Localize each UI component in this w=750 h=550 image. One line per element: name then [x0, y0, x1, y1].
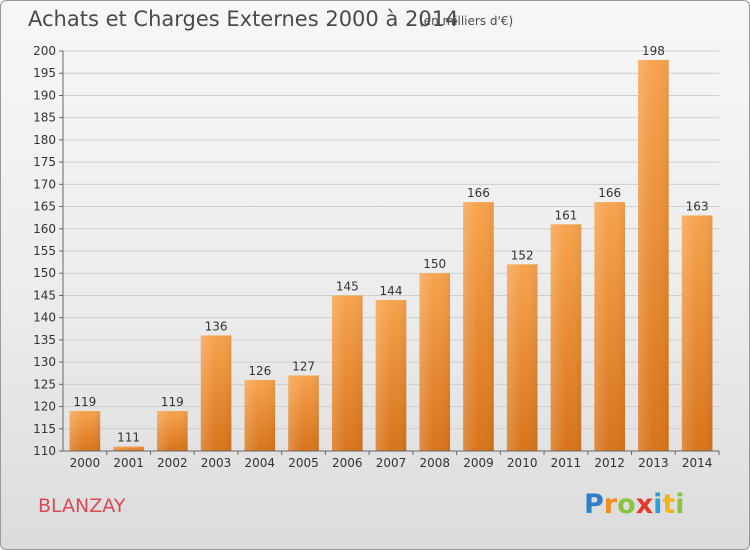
bar-shine [550, 224, 582, 451]
bar-shine [331, 295, 363, 451]
bar-shine [419, 273, 451, 451]
y-tick-label: 135 [33, 333, 56, 347]
bar-shine [113, 446, 144, 451]
bar-shine [200, 335, 232, 451]
logo-letter: i [653, 489, 663, 520]
bar-value-label: 126 [248, 364, 271, 378]
bar-value-label: 161 [554, 208, 577, 222]
bar-value-label: 163 [686, 199, 709, 213]
y-tick-label: 125 [33, 377, 56, 391]
x-tick-label: 2013 [638, 456, 669, 470]
y-tick-label: 130 [33, 355, 56, 369]
bar-shine [506, 264, 538, 451]
x-tick-label: 2002 [157, 456, 188, 470]
bar-shine [594, 202, 625, 451]
bar-value-label: 136 [205, 319, 228, 333]
x-tick-label: 2003 [201, 456, 232, 470]
bars: 119 111 119 136 126 127 145 144 150 166 152 161 166 1… [69, 44, 713, 452]
x-tick-label: 2006 [332, 456, 363, 470]
bar-value-label: 144 [380, 284, 403, 298]
x-tick-label: 2004 [245, 456, 276, 470]
logo-letter: x [635, 489, 654, 520]
bar-shine [375, 299, 407, 451]
logo-letter: t [662, 489, 676, 520]
bar-shine [157, 411, 188, 451]
logo-letter: r [603, 489, 618, 520]
x-tick-label: 2012 [594, 456, 625, 470]
bar-value-label: 119 [73, 395, 96, 409]
axes: 110 115 120 125 130 135 140 145 150 155 160 165 170 1… [33, 44, 720, 470]
x-tick-label: 2010 [507, 456, 538, 470]
chart-subtitle: (en milliers d'€) [419, 14, 514, 28]
bar-shine [463, 202, 494, 451]
y-tick-label: 200 [33, 44, 56, 58]
logo-letter: i [675, 489, 685, 520]
y-tick-label: 185 [33, 111, 56, 125]
y-tick-label: 180 [33, 133, 56, 147]
x-tick-label: 2001 [113, 456, 144, 470]
bar-shine [681, 215, 713, 451]
y-tick-label: 155 [33, 244, 56, 258]
bar-value-label: 198 [642, 44, 665, 58]
x-tick-label: 2007 [376, 456, 407, 470]
bar-value-label: 111 [117, 431, 140, 445]
y-tick-label: 115 [33, 422, 56, 436]
y-tick-label: 160 [33, 222, 56, 236]
bar-shine [69, 411, 101, 451]
x-tick-label: 2014 [682, 456, 713, 470]
bar-value-label: 150 [423, 257, 446, 271]
x-tick-label: 2009 [463, 456, 494, 470]
y-tick-label: 190 [33, 88, 56, 102]
y-tick-label: 195 [33, 66, 56, 80]
y-tick-label: 120 [33, 400, 56, 414]
logo-letter: o [617, 489, 636, 520]
bar-shine [288, 375, 319, 451]
x-tick-label: 2000 [70, 456, 101, 470]
bar-value-label: 127 [292, 359, 315, 373]
y-tick-label: 175 [33, 155, 56, 169]
y-tick-label: 165 [33, 200, 56, 214]
bar-value-label: 166 [598, 186, 621, 200]
proxiti-logo[interactable]: Proxiti [584, 489, 685, 520]
y-tick-label: 110 [33, 444, 56, 458]
bar-value-label: 152 [511, 248, 534, 262]
bar-value-label: 145 [336, 279, 359, 293]
chart-title: Achats et Charges Externes 2000 à 2014 [28, 7, 459, 31]
y-tick-label: 170 [33, 177, 56, 191]
x-tick-label: 2005 [288, 456, 319, 470]
commune-name: BLANZAY [38, 495, 126, 517]
x-tick-label: 2008 [419, 456, 450, 470]
bar-value-label: 119 [161, 395, 184, 409]
logo-letter: P [584, 489, 604, 520]
x-tick-label: 2011 [551, 456, 582, 470]
y-tick-label: 150 [33, 266, 56, 280]
y-tick-label: 140 [33, 311, 56, 325]
bar-shine [638, 59, 669, 452]
bar-value-label: 166 [467, 186, 490, 200]
bar-shine [244, 379, 276, 451]
y-tick-label: 145 [33, 288, 56, 302]
